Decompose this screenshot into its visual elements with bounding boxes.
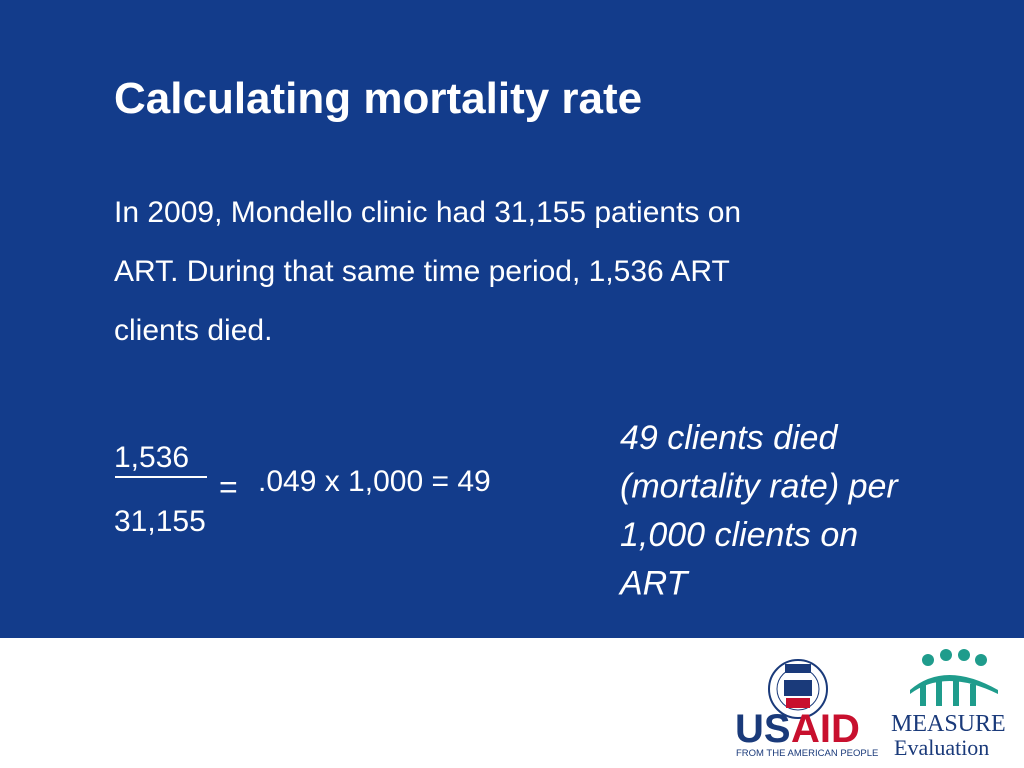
conclusion-line: 1,000 clients on	[620, 516, 858, 554]
paragraph: In 2009, Mondello clinic had 31,155 pati…	[114, 196, 741, 347]
measure-sub: Evaluation	[894, 735, 989, 760]
paragraph-line: clients died.	[114, 314, 272, 347]
paragraph-line: ART. During that same time period, 1,536…	[114, 255, 730, 288]
equals-sign: =	[219, 469, 238, 505]
conclusion-line: 49 clients died	[620, 419, 838, 457]
title: Calculating mortality rate	[114, 74, 642, 123]
result: .049 x 1,000 = 49	[258, 465, 491, 498]
measure-icon	[910, 649, 998, 706]
conclusion-line: (mortality rate) per	[620, 468, 899, 506]
conclusion-line: ART	[618, 565, 690, 603]
slide-background	[0, 0, 1024, 638]
measure-name: MEASURE	[891, 711, 1006, 737]
numerator: 1,536	[114, 441, 189, 474]
denominator: 31,155	[114, 505, 206, 538]
usaid-us: US	[735, 707, 791, 751]
conclusion: 49 clients died (mortality rate) per 1,000…	[618, 419, 899, 603]
usaid-seal	[768, 659, 828, 719]
usaid-tagline: FROM THE AMERICAN PEOPLE	[736, 748, 878, 759]
paragraph-line: In 2009, Mondello clinic had 31,155 pati…	[114, 196, 741, 229]
usaid-aid: AID	[791, 707, 860, 751]
